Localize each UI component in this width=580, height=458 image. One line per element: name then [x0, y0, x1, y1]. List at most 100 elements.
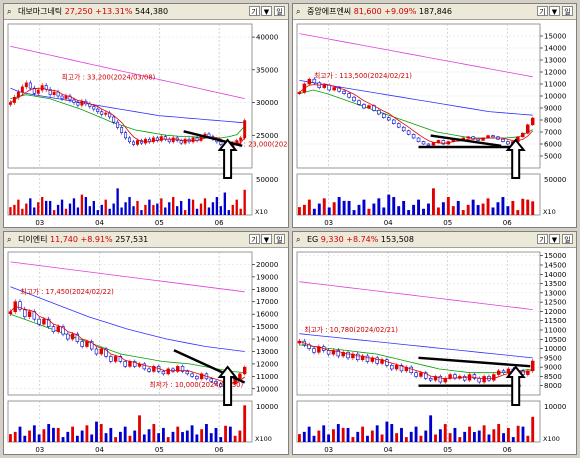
stock-info: 대보마그네틱 27,250 +13.31% 544,380 — [18, 4, 168, 19]
search-icon[interactable]: ⌕ — [7, 235, 12, 244]
volume-bar — [72, 198, 76, 215]
volume-bar — [412, 204, 416, 215]
candle-body — [18, 301, 22, 310]
volume-bar — [380, 434, 384, 442]
chevron-down-icon[interactable]: ▼ — [261, 6, 272, 16]
volume-bar — [239, 208, 242, 215]
chart-panel-1[interactable]: ⌕ 대보마그네틱 27,250 +13.31% 544,380 기 ▼ 일 03 04 05 0… — [3, 3, 289, 228]
chevron-down-icon[interactable]: ▼ — [549, 234, 560, 244]
unit-button[interactable]: 일 — [274, 6, 285, 16]
candle-body — [525, 124, 530, 134]
chart-panel-3[interactable]: ⌕ 디이엔티 11,740 +8.91% 257,531 기 ▼ 일 03 04 05 06 20… — [3, 231, 289, 455]
candle-body — [239, 137, 243, 141]
volume-bar — [179, 200, 183, 215]
candle-body — [66, 333, 70, 340]
volume-bar — [458, 437, 462, 442]
candle-body — [28, 82, 32, 89]
unit-button[interactable]: 일 — [562, 234, 573, 244]
chart-panel-4[interactable]: ⌕ EG 9,330 +8.74% 153,508 기 ▼ 일 03 04 05 06 15000… — [292, 231, 577, 455]
ma60-line — [10, 87, 245, 124]
y-tick-label: 9500 — [544, 354, 562, 362]
volume-bar — [215, 197, 219, 215]
candle-body — [322, 84, 327, 88]
period-select[interactable]: 기 — [249, 234, 260, 244]
candle-body — [441, 140, 446, 145]
volume-bar — [502, 433, 505, 442]
y-tick-label: 19000 — [256, 273, 278, 281]
candle-body — [51, 326, 56, 332]
candle-body — [27, 311, 32, 317]
volume-bar — [526, 435, 530, 442]
candle-body — [307, 78, 312, 85]
chevron-down-icon[interactable]: ▼ — [549, 6, 560, 16]
candle-body — [161, 371, 166, 375]
volume-bar — [52, 210, 56, 215]
volume-bar — [422, 208, 425, 215]
candle-body — [56, 326, 60, 332]
candle-body — [342, 90, 346, 94]
volume-bar — [195, 208, 199, 215]
period-select[interactable]: 기 — [537, 6, 548, 16]
candle-body — [421, 141, 426, 145]
volume-bar — [176, 206, 179, 215]
volume-bar — [367, 208, 371, 215]
volume-bar — [521, 426, 525, 442]
candle-body — [337, 87, 341, 92]
volume-bar — [124, 202, 127, 215]
candle-body — [183, 138, 187, 144]
panel-header: ⌕ 대보마그네틱 27,250 +13.31% 544,380 기 ▼ 일 — [4, 4, 288, 20]
volume-bar — [456, 200, 460, 215]
volume-bar — [18, 426, 22, 442]
search-icon[interactable]: ⌕ — [7, 7, 12, 16]
x-tick-label: 04 — [384, 446, 393, 454]
volume-bar — [312, 208, 316, 215]
x-tick-label: 03 — [35, 446, 44, 454]
volume-bar — [195, 434, 199, 442]
candle-body — [112, 116, 116, 123]
unit-button[interactable]: 일 — [562, 6, 573, 16]
candle-body — [171, 137, 175, 143]
volume-bar — [297, 207, 301, 215]
volume-bar — [404, 437, 408, 442]
candle-body — [8, 311, 13, 315]
volume-bar — [235, 199, 238, 215]
stock-volume: 544,380 — [135, 7, 169, 16]
volume-bar — [128, 435, 132, 442]
volume-bar — [9, 434, 12, 442]
volume-bar — [191, 199, 195, 215]
volume-bar — [347, 200, 351, 215]
candle-body — [124, 132, 128, 139]
chevron-down-icon[interactable]: ▼ — [261, 234, 272, 244]
stock-volume: 187,846 — [418, 7, 452, 16]
volume-bar — [516, 425, 520, 442]
candle-body — [506, 368, 511, 374]
period-select[interactable]: 기 — [537, 234, 548, 244]
volume-bar — [37, 202, 40, 215]
y-tick-label: 10000 — [544, 345, 566, 353]
price-plot-frame — [7, 23, 253, 169]
candle-body — [521, 132, 525, 138]
volume-bar — [476, 205, 480, 215]
search-icon[interactable]: ⌕ — [296, 7, 301, 16]
volume-bar — [76, 207, 80, 215]
chart-panel-2[interactable]: ⌕ 중앙에프엔씨 81,600 +9.09% 187,846 기 ▼ 일 03 04 05 06… — [292, 3, 577, 228]
volume-bar — [21, 208, 24, 215]
volume-bar — [382, 207, 386, 215]
candle-body — [336, 350, 341, 357]
candle-body — [399, 364, 404, 372]
chart-svg: 03 04 05 06 20000 19000 18000 17000 16000 15000 14… — [7, 251, 278, 454]
volume-bar — [231, 204, 234, 215]
volume-bar — [104, 199, 107, 215]
volume-bar — [224, 425, 227, 442]
period-select[interactable]: 기 — [249, 6, 260, 16]
y-tick-label: 25000 — [256, 132, 278, 140]
y-tick-label: 15000 — [544, 252, 566, 260]
unit-button[interactable]: 일 — [274, 234, 285, 244]
volume-bar — [92, 200, 95, 215]
candle-body — [526, 370, 530, 375]
candle-body — [501, 138, 505, 142]
candle-body — [448, 374, 452, 379]
candle-body — [85, 341, 89, 347]
candle-body — [80, 100, 84, 106]
search-icon[interactable]: ⌕ — [296, 235, 301, 244]
